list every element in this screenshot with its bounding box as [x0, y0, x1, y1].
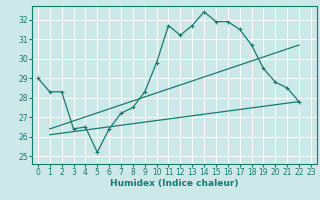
X-axis label: Humidex (Indice chaleur): Humidex (Indice chaleur)	[110, 179, 239, 188]
